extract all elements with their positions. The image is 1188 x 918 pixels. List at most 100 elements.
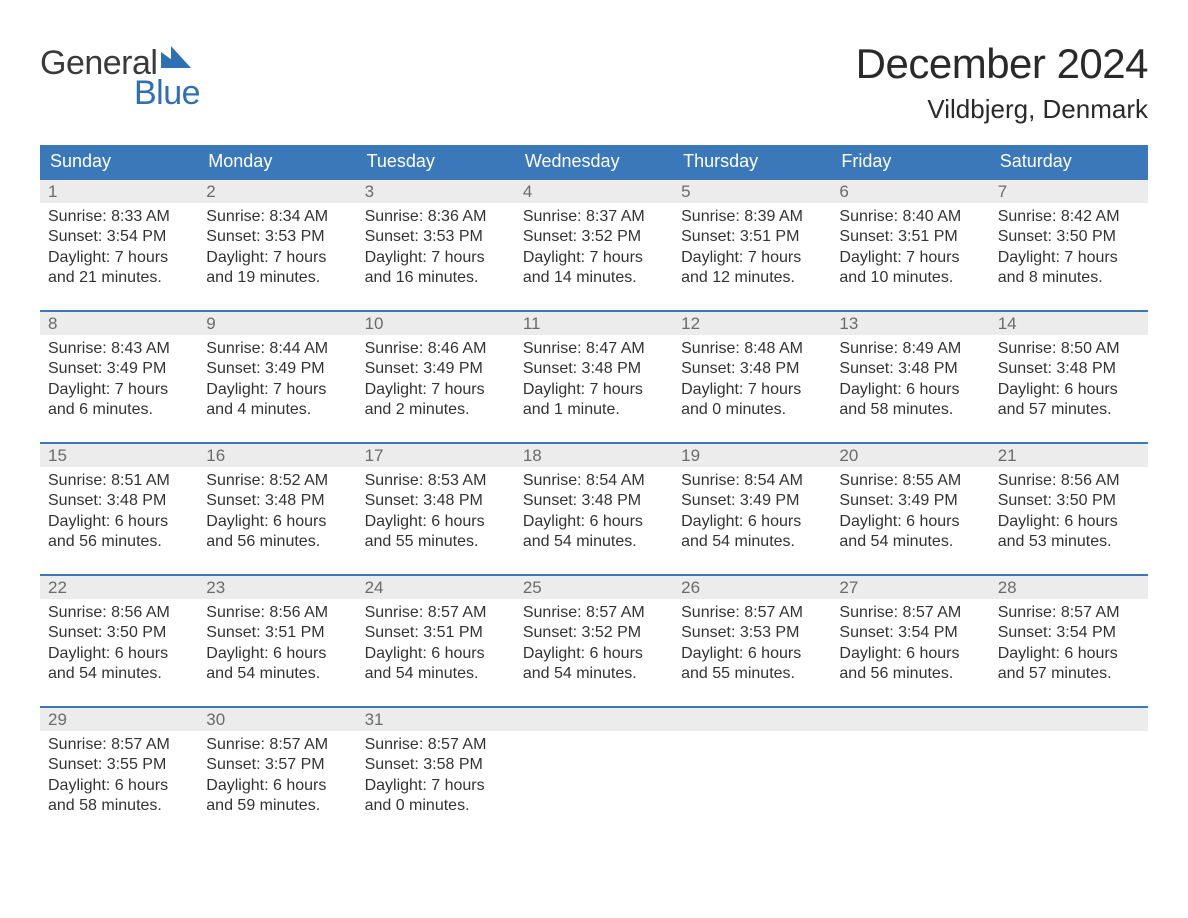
day-header-row: SundayMondayTuesdayWednesdayThursdayFrid…	[40, 145, 1148, 178]
calendar-cell: 7Sunrise: 8:42 AMSunset: 3:50 PMDaylight…	[990, 180, 1148, 300]
daylight-line-1: Daylight: 6 hours	[523, 644, 665, 664]
daylight-line-2: and 57 minutes.	[998, 664, 1140, 684]
day-info: Sunrise: 8:37 AMSunset: 3:52 PMDaylight:…	[515, 203, 673, 289]
day-number: 4	[515, 180, 673, 203]
day-info: Sunrise: 8:57 AMSunset: 3:54 PMDaylight:…	[990, 599, 1148, 685]
week-row: 1Sunrise: 8:33 AMSunset: 3:54 PMDaylight…	[40, 178, 1148, 300]
sunrise-line: Sunrise: 8:57 AM	[365, 735, 507, 755]
day-info: Sunrise: 8:40 AMSunset: 3:51 PMDaylight:…	[831, 203, 989, 289]
calendar-cell: 24 Sunrise: 8:57 AMSunset: 3:51 PMDayligh…	[357, 576, 515, 696]
calendar-cell: 6Sunrise: 8:40 AMSunset: 3:51 PMDaylight…	[831, 180, 989, 300]
daylight-line-1: Daylight: 7 hours	[365, 380, 507, 400]
daylight-line-2: and 54 minutes.	[206, 664, 348, 684]
day-info: Sunrise: 8:33 AMSunset: 3:54 PMDaylight:…	[40, 203, 198, 289]
header: General Blue December 2024 Vildbjerg, De…	[40, 40, 1148, 125]
logo-text-bottom: Blue	[40, 76, 200, 110]
daylight-line-1: Daylight: 7 hours	[523, 248, 665, 268]
sunrise-line: Sunrise: 8:47 AM	[523, 339, 665, 359]
daylight-line-2: and 2 minutes.	[365, 400, 507, 420]
daylight-line-2: and 56 minutes.	[48, 532, 190, 552]
daylight-line-2: and 54 minutes.	[839, 532, 981, 552]
daylight-line-1: Daylight: 6 hours	[365, 644, 507, 664]
calendar-cell: 27Sunrise: 8:57 AMSunset: 3:54 PMDayligh…	[831, 576, 989, 696]
day-number: 9	[198, 312, 356, 335]
sunset-line: Sunset: 3:55 PM	[48, 755, 190, 775]
calendar-cell: 4Sunrise: 8:37 AMSunset: 3:52 PMDaylight…	[515, 180, 673, 300]
daylight-line-1: Daylight: 6 hours	[48, 776, 190, 796]
sunrise-line: Sunrise: 8:56 AM	[206, 603, 348, 623]
calendar-cell: 18Sunrise: 8:54 AMSunset: 3:48 PMDayligh…	[515, 444, 673, 564]
daylight-line-1: Daylight: 6 hours	[206, 512, 348, 532]
day-header-cell: Thursday	[673, 145, 831, 178]
calendar-cell	[990, 708, 1148, 828]
sunrise-line: Sunrise: 8:57 AM	[839, 603, 981, 623]
day-info: Sunrise: 8:56 AMSunset: 3:50 PMDaylight:…	[990, 467, 1148, 553]
daylight-line-2: and 10 minutes.	[839, 268, 981, 288]
sunset-line: Sunset: 3:51 PM	[365, 623, 507, 643]
daylight-line-2: and 12 minutes.	[681, 268, 823, 288]
daylight-line-1: Daylight: 7 hours	[48, 248, 190, 268]
day-number: 26	[673, 576, 831, 599]
daylight-line-1: Daylight: 7 hours	[48, 380, 190, 400]
week-row: 29Sunrise: 8:57 AMSunset: 3:55 PMDayligh…	[40, 706, 1148, 828]
sunrise-line: Sunrise: 8:57 AM	[998, 603, 1140, 623]
sunrise-line: Sunrise: 8:57 AM	[48, 735, 190, 755]
calendar-cell: 21Sunrise: 8:56 AMSunset: 3:50 PMDayligh…	[990, 444, 1148, 564]
day-number: 21	[990, 444, 1148, 467]
calendar-cell: 29Sunrise: 8:57 AMSunset: 3:55 PMDayligh…	[40, 708, 198, 828]
week-row: 15Sunrise: 8:51 AMSunset: 3:48 PMDayligh…	[40, 442, 1148, 564]
daylight-line-2: and 19 minutes.	[206, 268, 348, 288]
day-info: Sunrise: 8:57 AMSunset: 3:55 PMDaylight:…	[40, 731, 198, 817]
calendar-cell: 10Sunrise: 8:46 AMSunset: 3:49 PMDayligh…	[357, 312, 515, 432]
day-number: 17	[357, 444, 515, 467]
day-number	[990, 708, 1148, 731]
sunset-line: Sunset: 3:58 PM	[365, 755, 507, 775]
daylight-line-1: Daylight: 6 hours	[365, 512, 507, 532]
sunset-line: Sunset: 3:52 PM	[523, 227, 665, 247]
calendar-cell: 12Sunrise: 8:48 AMSunset: 3:48 PMDayligh…	[673, 312, 831, 432]
sunset-line: Sunset: 3:49 PM	[365, 359, 507, 379]
sunrise-line: Sunrise: 8:40 AM	[839, 207, 981, 227]
daylight-line-2: and 56 minutes.	[839, 664, 981, 684]
sunset-line: Sunset: 3:48 PM	[839, 359, 981, 379]
sunrise-line: Sunrise: 8:52 AM	[206, 471, 348, 491]
daylight-line-1: Daylight: 6 hours	[839, 644, 981, 664]
daylight-line-2: and 0 minutes.	[365, 796, 507, 816]
calendar: SundayMondayTuesdayWednesdayThursdayFrid…	[40, 145, 1148, 828]
calendar-cell: 1Sunrise: 8:33 AMSunset: 3:54 PMDaylight…	[40, 180, 198, 300]
day-header-cell: Monday	[198, 145, 356, 178]
sunset-line: Sunset: 3:51 PM	[206, 623, 348, 643]
daylight-line-2: and 54 minutes.	[681, 532, 823, 552]
day-number	[515, 708, 673, 731]
daylight-line-2: and 1 minute.	[523, 400, 665, 420]
day-header-cell: Friday	[831, 145, 989, 178]
day-info: Sunrise: 8:46 AMSunset: 3:49 PMDaylight:…	[357, 335, 515, 421]
day-number: 29	[40, 708, 198, 731]
sunset-line: Sunset: 3:57 PM	[206, 755, 348, 775]
calendar-cell: 20Sunrise: 8:55 AMSunset: 3:49 PMDayligh…	[831, 444, 989, 564]
sunrise-line: Sunrise: 8:36 AM	[365, 207, 507, 227]
sunrise-line: Sunrise: 8:57 AM	[365, 603, 507, 623]
day-info: Sunrise: 8:47 AMSunset: 3:48 PMDaylight:…	[515, 335, 673, 421]
title-block: December 2024 Vildbjerg, Denmark	[856, 40, 1148, 125]
daylight-line-1: Daylight: 6 hours	[998, 512, 1140, 532]
day-info: Sunrise: 8:42 AMSunset: 3:50 PMDaylight:…	[990, 203, 1148, 289]
day-info: Sunrise: 8:36 AMSunset: 3:53 PMDaylight:…	[357, 203, 515, 289]
day-number: 24	[357, 576, 515, 599]
daylight-line-2: and 14 minutes.	[523, 268, 665, 288]
logo: General Blue	[40, 40, 200, 110]
calendar-cell: 16Sunrise: 8:52 AMSunset: 3:48 PMDayligh…	[198, 444, 356, 564]
day-number: 2	[198, 180, 356, 203]
day-number: 25	[515, 576, 673, 599]
title-month: December 2024	[856, 40, 1148, 88]
day-info: Sunrise: 8:48 AMSunset: 3:48 PMDaylight:…	[673, 335, 831, 421]
sunrise-line: Sunrise: 8:57 AM	[681, 603, 823, 623]
daylight-line-1: Daylight: 7 hours	[206, 380, 348, 400]
daylight-line-2: and 55 minutes.	[365, 532, 507, 552]
sunrise-line: Sunrise: 8:42 AM	[998, 207, 1140, 227]
calendar-cell: 9Sunrise: 8:44 AMSunset: 3:49 PMDaylight…	[198, 312, 356, 432]
day-number: 10	[357, 312, 515, 335]
day-info: Sunrise: 8:43 AMSunset: 3:49 PMDaylight:…	[40, 335, 198, 421]
sunrise-line: Sunrise: 8:54 AM	[681, 471, 823, 491]
sunset-line: Sunset: 3:49 PM	[839, 491, 981, 511]
